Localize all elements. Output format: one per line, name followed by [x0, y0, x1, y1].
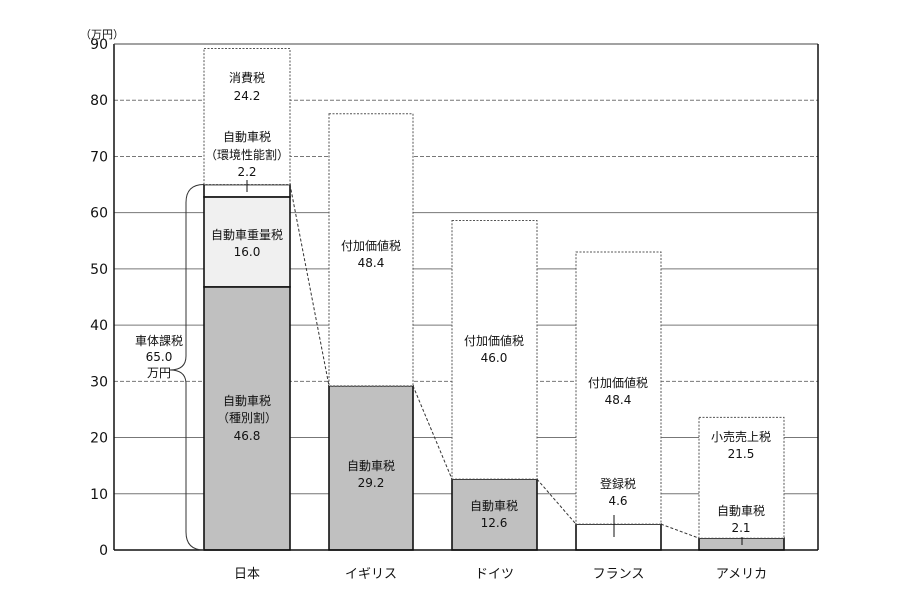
segment-label: 12.6: [481, 516, 508, 530]
body-tax-connector-lines: [289, 184, 700, 539]
body-tax-brace: 車体課税 65.0 万円: [135, 184, 205, 551]
segment-label: 24.2: [234, 89, 261, 103]
segment-label: 自動車税: [717, 504, 765, 518]
connector-line: [536, 478, 577, 525]
y-tick-label: 50: [90, 262, 108, 278]
segment-label: （種別割）: [217, 410, 277, 425]
segment-label: 16.0: [234, 245, 261, 259]
segment-label: 2.1: [731, 521, 750, 535]
segment-label: 46.0: [481, 351, 508, 365]
bar-segment: [575, 523, 662, 551]
y-tick-label: 0: [99, 543, 108, 559]
connector-line: [412, 385, 453, 480]
segment-label: 付加価値税: [588, 375, 648, 390]
segment-label: 登録税: [600, 476, 636, 491]
segment-label: （環境性能割）: [205, 147, 289, 162]
y-axis-tick-labels: 0 10 20 30 40 50 60 70 80 90: [90, 37, 108, 559]
x-category-label: イギリス: [345, 567, 397, 582]
bar-segment: [328, 113, 414, 387]
axes: [113, 43, 819, 551]
segment-label: 自動車税: [223, 130, 271, 144]
segment-label: 小売売上税: [711, 429, 771, 444]
bar-0: [203, 47, 291, 551]
bars: 消費税 24.2 自動車税 （環境性能割） 2.2 自動車重量税 16.0 自動車税 （種別割）…: [203, 47, 785, 551]
brace-label-title: 車体課税: [135, 333, 183, 348]
y-tick-label: 90: [90, 37, 108, 53]
bar-segment: [451, 478, 538, 551]
segment-label: 48.4: [358, 256, 385, 270]
y-tick-label: 70: [90, 149, 108, 165]
y-tick-label: 30: [90, 374, 108, 390]
segment-label: 2.2: [237, 165, 256, 179]
segment-label: 29.2: [358, 476, 385, 490]
brace-label-unit: 万円: [147, 366, 171, 380]
x-axis-category-labels: 日本 イギリス ドイツ フランス アメリカ: [234, 567, 767, 582]
x-category-label: ドイツ: [475, 567, 514, 582]
brace-icon: [169, 184, 205, 551]
segment-label: 46.8: [234, 429, 261, 443]
bar-segment: [203, 196, 291, 288]
bar-segment: [575, 251, 662, 525]
segment-label: 自動車重量税: [211, 228, 283, 242]
segment-label: 付加価値税: [341, 238, 401, 253]
bar-3: [575, 251, 662, 551]
connector-line: [660, 523, 700, 539]
connector-line: [289, 184, 330, 386]
segment-label: 21.5: [728, 447, 755, 461]
bar-segment: [328, 385, 414, 551]
x-category-label: フランス: [593, 567, 645, 582]
bar-segment: [698, 416, 785, 539]
y-axis-unit-label: （万円）: [80, 28, 124, 41]
y-tick-label: 60: [90, 206, 108, 222]
brace-label-value: 65.0: [146, 350, 173, 364]
bar-segment: [203, 47, 291, 186]
x-category-label: アメリカ: [716, 567, 767, 582]
segment-label: 自動車税: [470, 499, 518, 513]
bar-1: [328, 113, 414, 551]
segment-label: 48.4: [605, 393, 632, 407]
x-category-label: 日本: [234, 567, 260, 582]
segment-label: 4.6: [608, 494, 627, 508]
y-tick-label: 10: [90, 487, 108, 503]
bar-segment: [451, 220, 538, 480]
segment-label: 自動車税: [347, 459, 395, 473]
bar-2: [451, 220, 538, 551]
segment-label: 付加価値税: [464, 333, 524, 348]
y-tick-label: 40: [90, 318, 108, 334]
segment-label: 自動車税: [223, 394, 271, 408]
y-tick-label: 80: [90, 93, 108, 109]
y-tick-label: 20: [90, 431, 108, 447]
segment-label: 消費税: [229, 70, 265, 85]
